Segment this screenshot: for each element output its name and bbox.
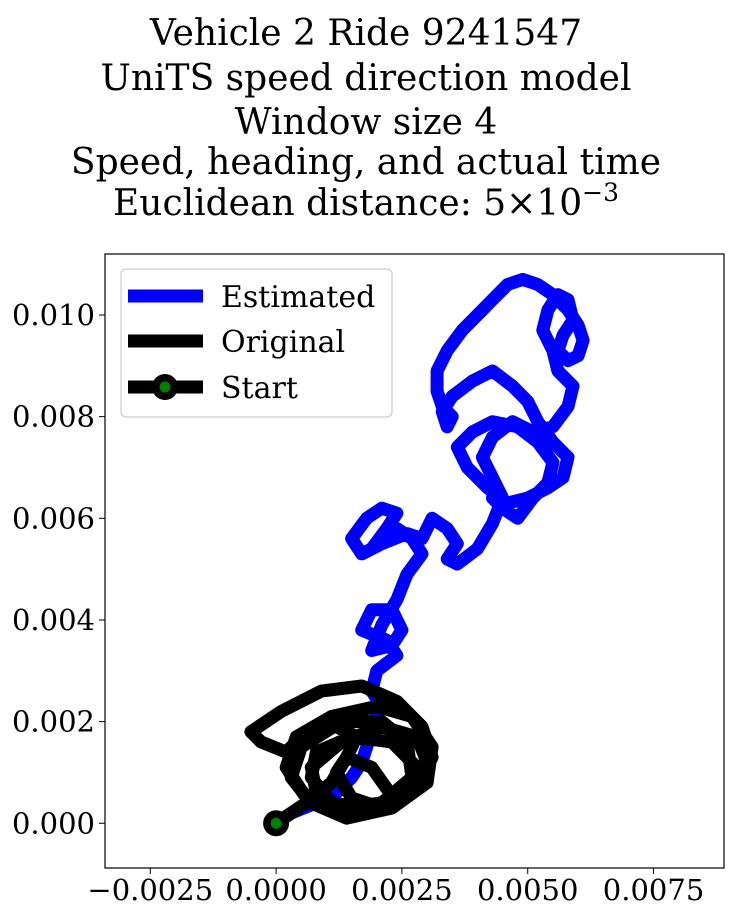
x-tick-label: 0.0000 <box>225 873 326 907</box>
legend-label-original: Original <box>221 325 345 360</box>
y-tick-label: 0.010 <box>12 298 95 332</box>
title-line-5: Euclidean distance: 5×10−3 <box>113 178 619 224</box>
legend-box <box>120 268 393 418</box>
x-axis: −0.0025 0.0000 0.0025 0.0050 0.0075 <box>87 868 704 907</box>
estimated-series <box>269 272 590 830</box>
y-tick-label: 0.006 <box>12 501 95 535</box>
title-exponent: −3 <box>582 178 619 207</box>
x-tick-label: 0.0050 <box>477 873 578 907</box>
x-tick-label: 0.0075 <box>603 873 704 907</box>
original-line <box>244 679 439 830</box>
y-tick-label: 0.000 <box>12 806 95 840</box>
legend-label-start: Start <box>221 371 298 406</box>
title-line-3: Window size 4 <box>235 102 498 143</box>
y-tick-label: 0.004 <box>12 603 95 637</box>
original-series <box>244 679 439 830</box>
legend: Estimated Original Start <box>120 268 393 418</box>
y-tick-label: 0.008 <box>12 400 95 434</box>
title-line-1: Vehicle 2 Ride 9241547 <box>149 13 582 54</box>
legend-start-marker <box>159 381 171 393</box>
x-tick-label: −0.0025 <box>87 873 213 907</box>
x-tick-label: 0.0025 <box>351 873 452 907</box>
start-marker <box>270 817 282 829</box>
y-tick-label: 0.002 <box>12 705 95 739</box>
title-line-2: UniTS speed direction model <box>101 58 632 99</box>
title-line-4: Speed, heading, and actual time <box>71 142 661 183</box>
estimated-line <box>269 272 590 830</box>
y-axis: 0.000 0.002 0.004 0.006 0.008 0.010 <box>12 298 105 840</box>
plot-area-frame <box>104 253 725 869</box>
start-marker-group <box>263 810 290 837</box>
legend-label-estimated: Estimated <box>221 280 375 315</box>
